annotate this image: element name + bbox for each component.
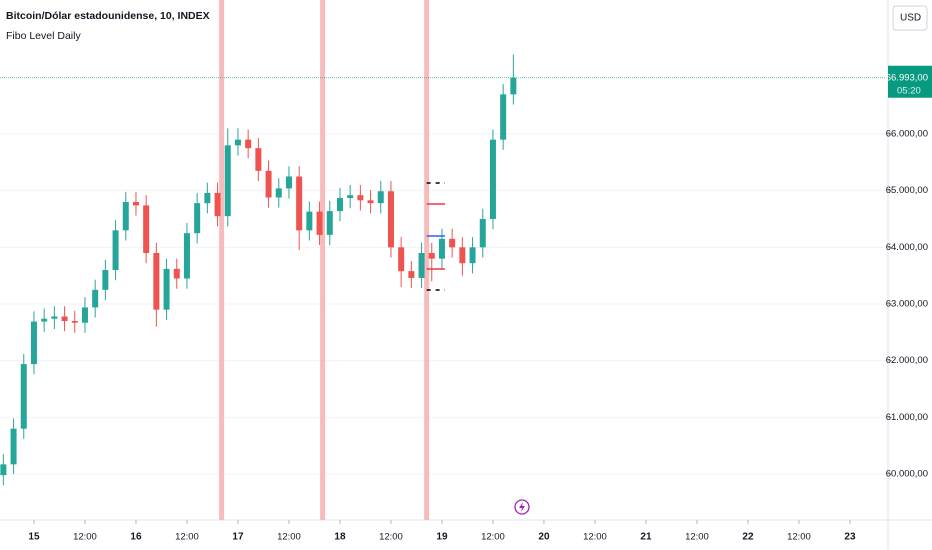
y-tick-label: 61.000,00	[886, 412, 928, 423]
countdown-label: 05:20	[897, 85, 921, 96]
session-highlight	[219, 0, 225, 520]
x-tick-label: 12:00	[379, 532, 403, 543]
currency-button[interactable]	[892, 5, 928, 31]
y-tick-label: 60.000,00	[886, 469, 928, 480]
candle-body	[449, 238, 456, 248]
event-icon-bolt	[519, 502, 525, 512]
candle-body	[234, 139, 241, 146]
candle-body	[173, 268, 180, 279]
y-tick-label: 64.000,00	[886, 242, 928, 253]
x-tick-label: 12:00	[277, 532, 301, 543]
candle-body	[428, 253, 435, 259]
currency-label[interactable]: USD	[900, 13, 921, 24]
candle-body	[510, 77, 517, 95]
candle-body	[296, 176, 303, 231]
candle-body	[92, 289, 99, 308]
candle-body	[265, 170, 272, 198]
x-tick-label: 15	[28, 532, 40, 543]
candle-body	[357, 195, 364, 201]
candle-body	[479, 219, 486, 248]
candle-body	[143, 205, 150, 254]
y-tick-label: 63.000,00	[886, 299, 928, 310]
x-tick-label: 16	[130, 532, 142, 543]
candle-body	[326, 211, 333, 235]
candle-body	[214, 192, 221, 217]
candle-body	[224, 145, 231, 217]
candle-body	[183, 233, 190, 279]
session-highlight	[320, 0, 326, 520]
candle-body	[367, 200, 374, 204]
x-tick-label: 12:00	[175, 532, 199, 543]
candle-body	[438, 238, 445, 259]
candle-body	[30, 321, 37, 365]
candle-body	[153, 253, 160, 310]
y-tick-label: 66.000,00	[886, 129, 928, 140]
x-tick-label: 12:00	[685, 532, 709, 543]
candle-body	[336, 198, 343, 212]
candle-body	[489, 139, 496, 220]
x-tick-label: 12:00	[583, 532, 607, 543]
candle-body	[61, 316, 68, 321]
candle-body	[20, 364, 27, 429]
last-price-box	[888, 65, 932, 98]
y-tick-label: 65.000,00	[886, 185, 928, 196]
candle-body	[10, 428, 17, 465]
x-tick-label: 12:00	[73, 532, 97, 543]
candle-body	[285, 176, 292, 189]
candle-body	[408, 271, 415, 278]
candle-body	[81, 307, 88, 323]
candle-body	[122, 202, 129, 231]
x-tick-label: 12:00	[787, 532, 811, 543]
chart-title: Bitcoin/Dólar estadounidense, 10, INDEX	[6, 10, 210, 22]
candle-body	[255, 148, 262, 171]
indicator-name: Fibo Level Daily	[6, 30, 81, 42]
candle-body	[306, 211, 313, 231]
x-tick-label: 23	[844, 532, 856, 543]
candle-body	[418, 253, 425, 278]
candle-body	[204, 192, 211, 204]
x-tick-label: 21	[640, 532, 652, 543]
candle-body	[0, 464, 7, 476]
session-highlight	[424, 0, 430, 520]
candle-body	[132, 202, 139, 206]
candle-body	[245, 139, 252, 149]
candle-body	[398, 247, 405, 272]
candle-body	[71, 320, 78, 323]
candle-body	[51, 316, 58, 319]
candle-body	[194, 203, 201, 234]
x-tick-label: 17	[232, 532, 244, 543]
x-tick-label: 19	[436, 532, 448, 543]
last-price-label: 66.993,00	[886, 72, 928, 83]
candle-body	[275, 188, 282, 198]
y-tick-label: 62.000,00	[886, 355, 928, 366]
candle-body	[112, 230, 119, 271]
candle-body	[500, 94, 507, 140]
x-tick-label: 18	[334, 532, 346, 543]
candle-body	[347, 195, 354, 199]
candle-body	[316, 211, 323, 235]
x-tick-label: 20	[538, 532, 550, 543]
candle-body	[387, 191, 394, 248]
candle-body	[459, 247, 466, 264]
candle-body	[377, 191, 384, 204]
candle-body	[102, 270, 109, 290]
x-tick-label: 22	[742, 532, 754, 543]
candle-body	[469, 247, 476, 264]
x-tick-label: 12:00	[481, 532, 505, 543]
candle-body	[41, 318, 48, 322]
candle-body	[163, 268, 170, 310]
